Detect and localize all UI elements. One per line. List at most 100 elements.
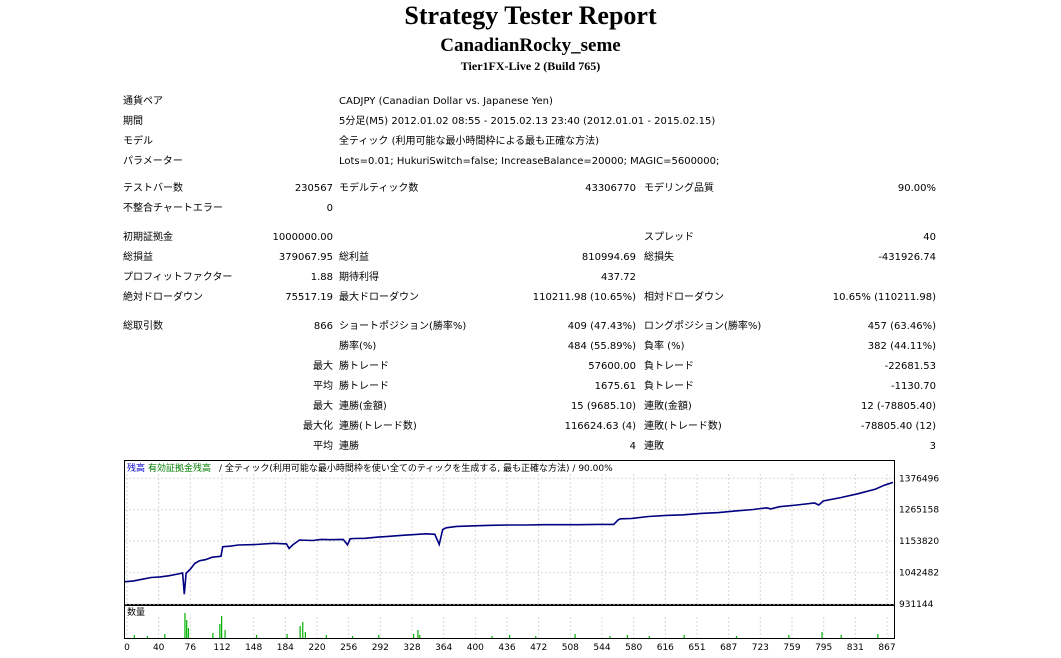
x-tick-label: 40 bbox=[153, 643, 165, 653]
stat-label-gross-profit: 総利益 bbox=[339, 252, 369, 263]
legend-equity: 有効証拠金残高 bbox=[148, 462, 211, 474]
legend-balance: 残高 bbox=[127, 462, 145, 474]
setting-value-model: 全ティック (利用可能な最小時間枠による最も正確な方法) bbox=[339, 136, 600, 147]
x-tick-label: 148 bbox=[245, 643, 262, 653]
stat-value-max-loss: -22681.53 bbox=[884, 361, 936, 372]
stat-label-max-win: 勝トレード bbox=[339, 361, 389, 372]
stat-label-ticks: モデルティック数 bbox=[339, 183, 419, 194]
setting-value-params: Lots=0.01; HukuriSwitch=false; IncreaseB… bbox=[339, 156, 720, 167]
stat-value-quality: 90.00% bbox=[897, 183, 936, 194]
stat-label-gross-loss: 総損失 bbox=[644, 252, 674, 263]
chart-grid bbox=[125, 474, 894, 605]
stat-value-gross-profit: 810994.69 bbox=[581, 252, 636, 263]
x-tick-label: 256 bbox=[340, 643, 357, 653]
volume-bar bbox=[491, 636, 493, 638]
y-tick-label: 931144 bbox=[899, 600, 934, 608]
volume-bar bbox=[351, 636, 354, 638]
stat-label-cons-loss-trades: 連敗(トレード数) bbox=[644, 421, 722, 432]
x-tick-label: 831 bbox=[847, 643, 864, 653]
stat-label-pf: プロフィットファクター bbox=[123, 272, 233, 283]
volume-plot-area bbox=[124, 605, 895, 639]
y-axis-ticks: 1376496 1265158 1153820 1042482 931144 bbox=[899, 474, 939, 608]
stat-value-cons-loss-money: 12 (-78805.40) bbox=[860, 401, 936, 412]
x-tick-label: 328 bbox=[403, 643, 420, 653]
stat-value-ticks: 43306770 bbox=[585, 183, 636, 194]
x-tick-label: 220 bbox=[308, 643, 325, 653]
volume-bar bbox=[419, 635, 421, 638]
x-tick-label: 112 bbox=[213, 643, 230, 653]
x-tick-label: 580 bbox=[625, 643, 642, 653]
balance-chart: 残高 有効証拠金残高 / 全ティック(利用可能な最小時間枠を使い全てのティックを… bbox=[124, 460, 939, 608]
setting-label-params: パラメーター bbox=[123, 156, 183, 167]
stat-label-short: ショートポジション(勝率%) bbox=[339, 321, 467, 332]
y-tick-label: 1042482 bbox=[899, 569, 939, 579]
setting-value-period: 5分足(M5) 2012.01.02 08:55 - 2015.02.13 23… bbox=[339, 116, 716, 127]
volume-bar bbox=[304, 632, 306, 638]
setting-label-model: モデル bbox=[123, 136, 153, 147]
volume-bar bbox=[648, 636, 650, 638]
volume-bar bbox=[378, 635, 380, 638]
stat-value-long: 457 (63.46%) bbox=[867, 321, 936, 332]
stat-value-avg-win: 1675.61 bbox=[594, 381, 636, 392]
x-tick-label: 616 bbox=[657, 643, 674, 653]
volume-bar bbox=[413, 634, 415, 638]
volume-bar bbox=[133, 635, 135, 638]
stat-value-deposit: 1000000.00 bbox=[272, 232, 333, 243]
chart-plot-area bbox=[124, 460, 895, 605]
stat-value-avg-cons-win: 4 bbox=[629, 441, 636, 452]
volume-chart: 数量 0 40 76 112 148 184 220 256 292 328 364 400 436 47… bbox=[124, 605, 896, 653]
x-axis-ticks: 0 40 76 112 148 184 220 256 292 328 364 400 436 472 50… bbox=[124, 643, 895, 653]
stat-value-win: 484 (55.89%) bbox=[567, 341, 636, 352]
stat-value-gross-loss: -431926.74 bbox=[878, 252, 936, 263]
stat-label-avg-win: 勝トレード bbox=[339, 381, 389, 392]
y-tick-label: 1376496 bbox=[899, 474, 939, 484]
stat-label-errors: 不整合チャートエラー bbox=[123, 203, 223, 214]
expert-name: CanadianRocky_seme bbox=[440, 35, 621, 56]
x-tick-label: 400 bbox=[467, 643, 484, 653]
volume-bar bbox=[146, 636, 149, 638]
stat-value-bars: 230567 bbox=[294, 183, 333, 194]
stat-value-cons-win-trades: 116624.63 (4) bbox=[564, 421, 636, 432]
volume-bar bbox=[186, 620, 188, 638]
x-tick-label: 867 bbox=[878, 643, 895, 653]
volume-bar bbox=[735, 636, 738, 638]
stat-label-win: 勝率(%) bbox=[339, 341, 377, 352]
stat-label-loss: 負率 (%) bbox=[644, 341, 685, 352]
x-tick-label: 184 bbox=[277, 643, 294, 653]
volume-bar bbox=[212, 633, 214, 638]
x-tick-label: 472 bbox=[530, 643, 547, 653]
volume-bar bbox=[683, 635, 685, 638]
stat-value-max-dd: 110211.98 (10.65%) bbox=[532, 292, 636, 303]
stat-value-cons-loss-trades: -78805.40 (12) bbox=[860, 421, 936, 432]
x-tick-label: 544 bbox=[593, 643, 610, 653]
stat-label-cons-loss-money: 連敗(金額) bbox=[644, 401, 692, 412]
volume-bar bbox=[219, 624, 221, 638]
volume-bar bbox=[184, 613, 186, 638]
volume-bar bbox=[626, 635, 629, 638]
setting-label-symbol: 通貨ペア bbox=[123, 96, 163, 107]
stat-value-avg-loss: -1130.70 bbox=[891, 381, 936, 392]
volume-bar bbox=[255, 635, 258, 638]
volume-bar bbox=[224, 630, 226, 638]
stat-label-bars: テストバー数 bbox=[123, 183, 183, 194]
stat-value-trades: 866 bbox=[313, 321, 333, 332]
volume-bar bbox=[535, 636, 537, 638]
volume-bars bbox=[133, 613, 879, 638]
stat-label-avg-cons-win: 連勝 bbox=[339, 441, 359, 452]
volume-bar bbox=[187, 628, 190, 638]
x-tick-label: 795 bbox=[815, 643, 832, 653]
x-tick-label: 759 bbox=[783, 643, 800, 653]
stat-value-expected: 437.72 bbox=[601, 272, 636, 283]
stat-label-max-dd: 最大ドローダウン bbox=[339, 292, 419, 303]
stat-label-quality: モデリング品質 bbox=[644, 183, 714, 194]
setting-label-period: 期間 bbox=[123, 116, 143, 127]
stat-label-max-loss: 負トレード bbox=[644, 361, 694, 372]
stat-value-pf: 1.88 bbox=[310, 272, 333, 283]
stat-value-abs-dd: 75517.19 bbox=[285, 292, 333, 303]
stat-label-avg-1: 平均 bbox=[313, 381, 333, 392]
y-tick-label: 1153820 bbox=[899, 537, 939, 547]
stat-label-avg-cons-loss: 連敗 bbox=[644, 441, 664, 452]
stat-label-cons-win-trades: 連勝(トレード数) bbox=[339, 421, 417, 432]
stat-label-avg-2: 平均 bbox=[313, 441, 333, 452]
volume-bar bbox=[509, 635, 511, 638]
